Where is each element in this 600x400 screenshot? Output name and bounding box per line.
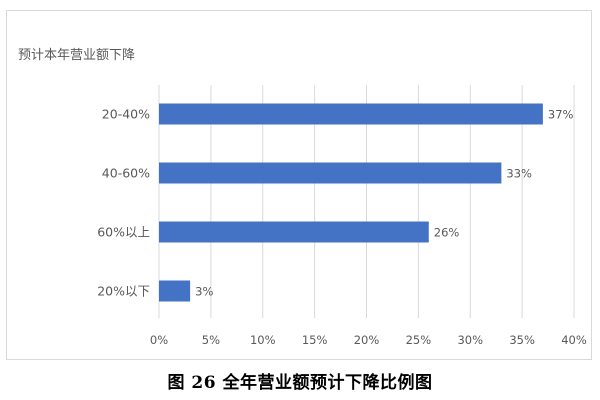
category-label: 40-60% xyxy=(102,166,150,181)
category-label: 20-40% xyxy=(102,107,150,122)
bars xyxy=(159,103,543,302)
figure-caption: 图 26 全年营业额预计下降比例图 xyxy=(167,373,433,393)
x-tick-label: 30% xyxy=(457,333,483,347)
x-tick-label: 35% xyxy=(509,333,535,347)
data-label: 33% xyxy=(506,167,532,181)
data-label: 37% xyxy=(548,108,574,122)
category-labels: 20-40% 40-60% 60%以上 20%以下 xyxy=(97,107,150,299)
category-label: 20%以下 xyxy=(97,284,150,299)
x-tick-label: 0% xyxy=(150,333,168,347)
x-tick-label: 40% xyxy=(561,333,587,347)
chart-frame xyxy=(6,10,592,360)
x-tick-label: 10% xyxy=(250,333,276,347)
bar xyxy=(159,103,543,125)
bar xyxy=(159,280,191,302)
bar xyxy=(159,221,429,243)
data-labels: 37% 33% 26% 3% xyxy=(195,108,573,299)
x-tick-label: 5% xyxy=(202,333,220,347)
x-tick-label: 25% xyxy=(406,333,432,347)
x-tick-label: 20% xyxy=(354,333,380,347)
bar xyxy=(159,162,502,184)
chart-title: 预计本年营业额下降 xyxy=(18,48,135,63)
data-label: 26% xyxy=(434,226,460,240)
category-label: 60%以上 xyxy=(97,225,150,240)
bar-chart: 预计本年营业额下降 20-40% 40-60% 60%以上 20%以下 37% 33% 2… xyxy=(18,48,587,347)
x-axis-tick-labels: 0% 5% 10% 15% 20% 25% 30% 35% 40% xyxy=(150,333,587,347)
data-label: 3% xyxy=(195,285,213,299)
x-tick-label: 15% xyxy=(302,333,328,347)
